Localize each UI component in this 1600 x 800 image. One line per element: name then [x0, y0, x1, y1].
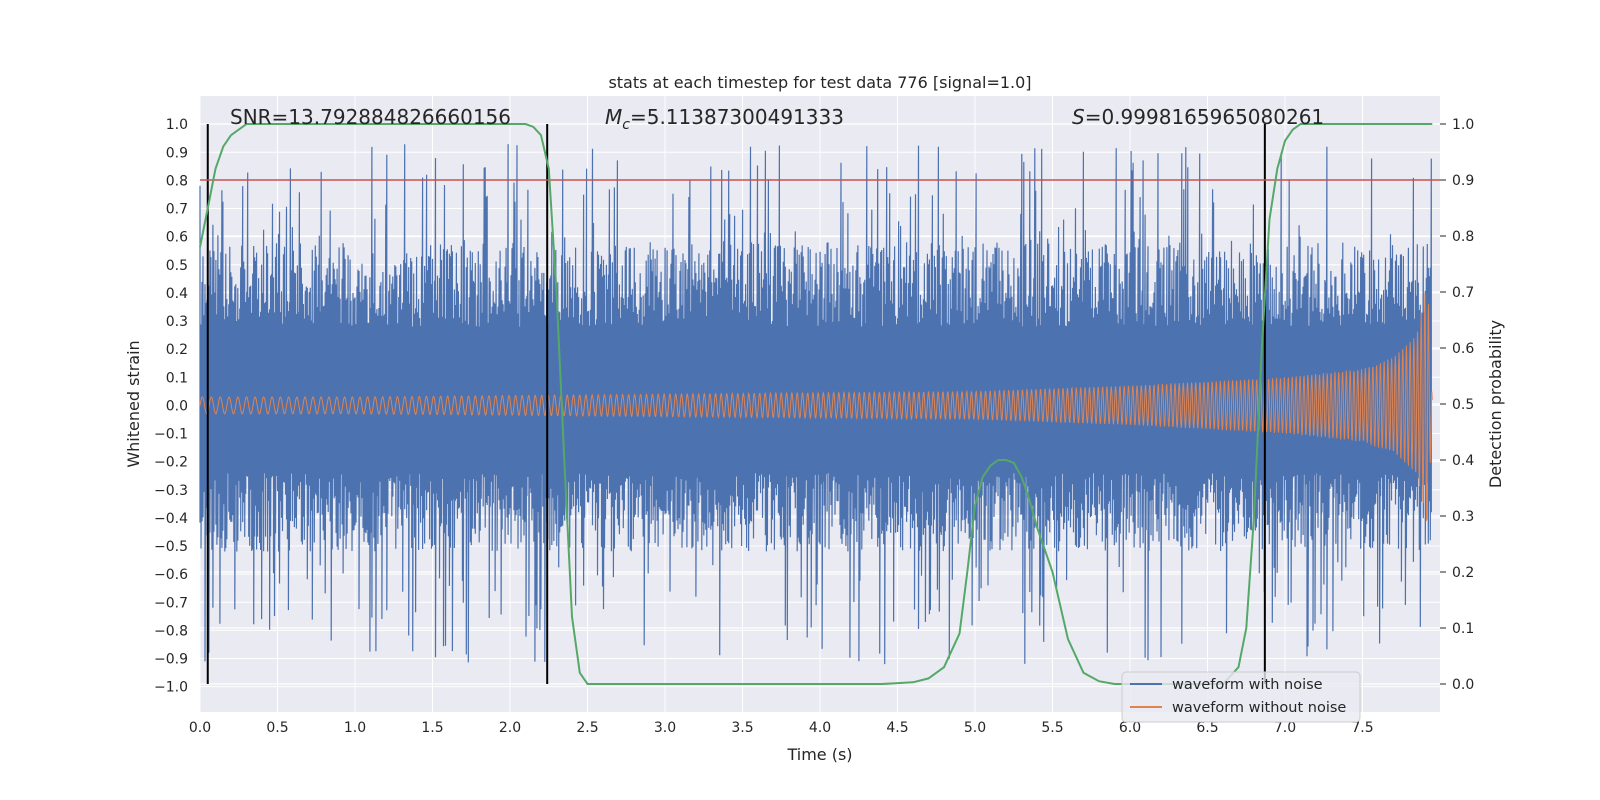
y-right-tick-label: 1.0: [1452, 117, 1474, 133]
y-left-tick-label: −0.7: [154, 595, 188, 611]
x-tick-label: 2.0: [499, 720, 521, 736]
x-tick-label: 1.5: [421, 720, 443, 736]
y-left-tick-label: 0.6: [166, 230, 188, 246]
x-tick-label: 3.5: [731, 720, 753, 736]
y-right-tick-label: 0.3: [1452, 509, 1474, 525]
x-tick-label: 5.0: [964, 720, 986, 736]
vertical-markers: [206, 124, 1266, 684]
y-left-tick-label: 0.3: [166, 314, 188, 330]
x-axis-label: Time (s): [786, 745, 852, 764]
chirp-mass-subscript: c: [622, 117, 630, 133]
snr-annotation: SNR=13.792884826660156: [230, 105, 511, 129]
clean-waveform-line: [199, 293, 1433, 521]
y-right-tick-label: 0.9: [1452, 173, 1474, 189]
y-right-tick-label: 0.4: [1452, 453, 1474, 469]
y-left-tick-label: 0.1: [166, 370, 188, 386]
y-right-axis-ticks: 1.0 0.9 0.8 0.7 0.6 0.5 0.4 0.3 0.2 0.1 0.0: [1440, 117, 1474, 693]
y-left-tick-label: −1.0: [154, 680, 188, 696]
y-right-tick-label: 0.0: [1452, 677, 1474, 693]
legend-label-clean: waveform without noise: [1172, 700, 1346, 716]
y-left-tick-label: −0.3: [154, 483, 188, 499]
x-tick-label: 4.5: [886, 720, 908, 736]
y-left-tick-label: 0.8: [166, 173, 188, 189]
chirp-mass-value: =5.11387300491333: [630, 105, 844, 129]
y-left-tick-label: 0.4: [166, 286, 188, 302]
y-left-tick-label: −0.8: [154, 623, 188, 639]
chirp-mass-annotation: Mc=5.11387300491333: [605, 105, 844, 133]
y-right-tick-label: 0.1: [1452, 621, 1474, 637]
noisy-waveform-line: [199, 144, 1432, 665]
legend-box: [1121, 671, 1361, 723]
s-symbol: S: [1072, 105, 1085, 129]
y-left-tick-label: 0.0: [166, 398, 188, 414]
y-left-tick-label: −0.6: [154, 567, 188, 583]
y-left-axis-ticks: 1.0 0.9 0.8 0.7 0.6 0.5 0.4 0.3 0.2 0.1 0.0 −0.1 −0.…: [154, 117, 188, 696]
y-right-tick-label: 0.6: [1452, 341, 1474, 357]
y-right-tick-label: 0.2: [1452, 565, 1474, 581]
y-left-tick-label: −0.5: [154, 539, 188, 555]
y-left-tick-label: −0.4: [154, 511, 188, 527]
series-waveform-with-noise: [199, 144, 1432, 665]
y-left-tick-label: 0.7: [166, 202, 188, 218]
x-tick-label: 5.5: [1041, 720, 1063, 736]
x-tick-label: 6.0: [1119, 720, 1141, 736]
y-right-axis-label: Detection probability: [1486, 320, 1505, 488]
y-right-tick-label: 0.5: [1452, 397, 1474, 413]
y-left-tick-label: −0.9: [154, 652, 188, 668]
x-tick-label: 7.5: [1351, 720, 1373, 736]
x-tick-label: 2.5: [576, 720, 598, 736]
y-left-tick-label: −0.1: [154, 427, 188, 443]
y-left-tick-label: 0.5: [166, 258, 188, 274]
y-left-tick-label: 1.0: [166, 117, 188, 133]
legend: waveform with noise waveform without noi…: [1121, 671, 1361, 723]
x-tick-label: 1.0: [344, 720, 366, 736]
s-annotation: S=0.9998165965080261: [1072, 105, 1324, 129]
x-tick-label: 0.0: [189, 720, 211, 736]
x-tick-label: 0.5: [266, 720, 288, 736]
x-tick-label: 7.0: [1274, 720, 1296, 736]
x-tick-label: 3.0: [654, 720, 676, 736]
s-value: =0.9998165965080261: [1085, 105, 1324, 129]
y-left-axis-label: Whitened strain: [124, 340, 143, 467]
legend-label-noisy: waveform with noise: [1172, 677, 1323, 693]
y-left-tick-label: 0.9: [166, 145, 188, 161]
x-axis-ticks: 0.0 0.5 1.0 1.5 2.0 2.5 3.0 3.5 4.0 4.5 5.0 5.5 6.0 6…: [189, 720, 1374, 736]
series-waveform-without-noise: [199, 293, 1433, 521]
y-left-tick-label: 0.2: [166, 342, 188, 358]
chart-title: stats at each timestep for test data 776…: [608, 73, 1031, 92]
series-detection-probability: [199, 123, 1433, 685]
y-left-tick-label: −0.2: [154, 455, 188, 471]
detection-probability-line: [199, 123, 1433, 685]
y-right-tick-label: 0.7: [1452, 285, 1474, 301]
x-tick-label: 4.0: [809, 720, 831, 736]
x-tick-label: 6.5: [1196, 720, 1218, 736]
chirp-mass-symbol: M: [605, 105, 622, 129]
y-right-tick-label: 0.8: [1452, 229, 1474, 245]
